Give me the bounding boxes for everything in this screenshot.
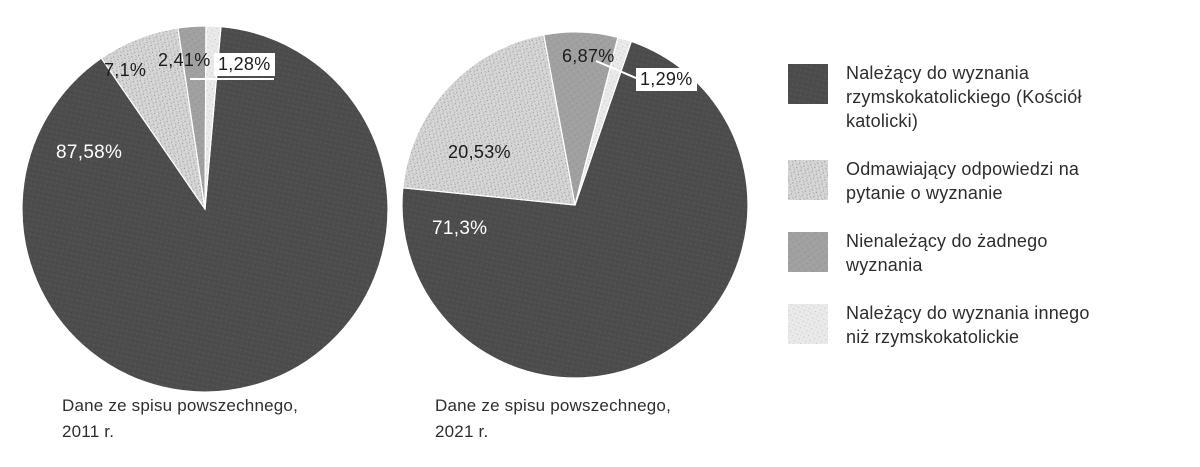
caption-2021: Dane ze spisu powszechnego, 2021 r. (435, 396, 671, 441)
legend-label-none: Nienależący do żadnego wyznania (846, 230, 1048, 275)
legend-label-refused: Odmawiający odpowiedzi na pytanie o wyzn… (846, 158, 1080, 203)
value-label-2011-none: 2,41% (158, 50, 211, 70)
legend-item-refused: Odmawiający odpowiedzi na pytanie o wyzn… (788, 158, 1096, 206)
value-label-2021-none: 6,87% (562, 46, 615, 66)
pie-chart-2021 (400, 30, 750, 380)
value-label-2021-refused: 20,53% (448, 142, 511, 162)
legend-swatch-catholic (788, 64, 828, 104)
pie-chart-2011 (20, 24, 390, 394)
pie-slice (401, 40, 749, 379)
legend-label-other: Należący do wyznania innego niż rzymskok… (846, 302, 1090, 347)
pie-slice (402, 34, 576, 206)
legend-label-catholic: Należący do wyznania rzymskokatolickiego… (846, 63, 1082, 131)
legend-item-none: Nienależący do żadnego wyznania (788, 230, 1096, 278)
value-label-2021-other: 1,29% (636, 68, 697, 91)
value-label-2011-catholic: 87,58% (56, 142, 123, 163)
legend: Należący do wyznania rzymskokatolickiego… (788, 62, 1096, 349)
value-label-2021-catholic: 71,3% (432, 218, 488, 239)
value-label-2011-refused: 7,1% (104, 60, 147, 80)
pie-slice (574, 36, 633, 206)
legend-swatch-refused (788, 159, 828, 200)
value-label-2011-other: 1,28% (214, 53, 275, 76)
leader-line-2011-other (190, 78, 274, 80)
legend-item-catholic: Należący do wyznania rzymskokatolickiego… (788, 62, 1096, 134)
legend-swatch-none (788, 231, 828, 272)
pie-slice (21, 26, 389, 393)
caption-2011: Dane ze spisu powszechnego, 2011 r. (62, 396, 298, 441)
legend-swatch-other (788, 303, 828, 344)
legend-item-other: Należący do wyznania innego niż rzymskok… (788, 302, 1096, 350)
